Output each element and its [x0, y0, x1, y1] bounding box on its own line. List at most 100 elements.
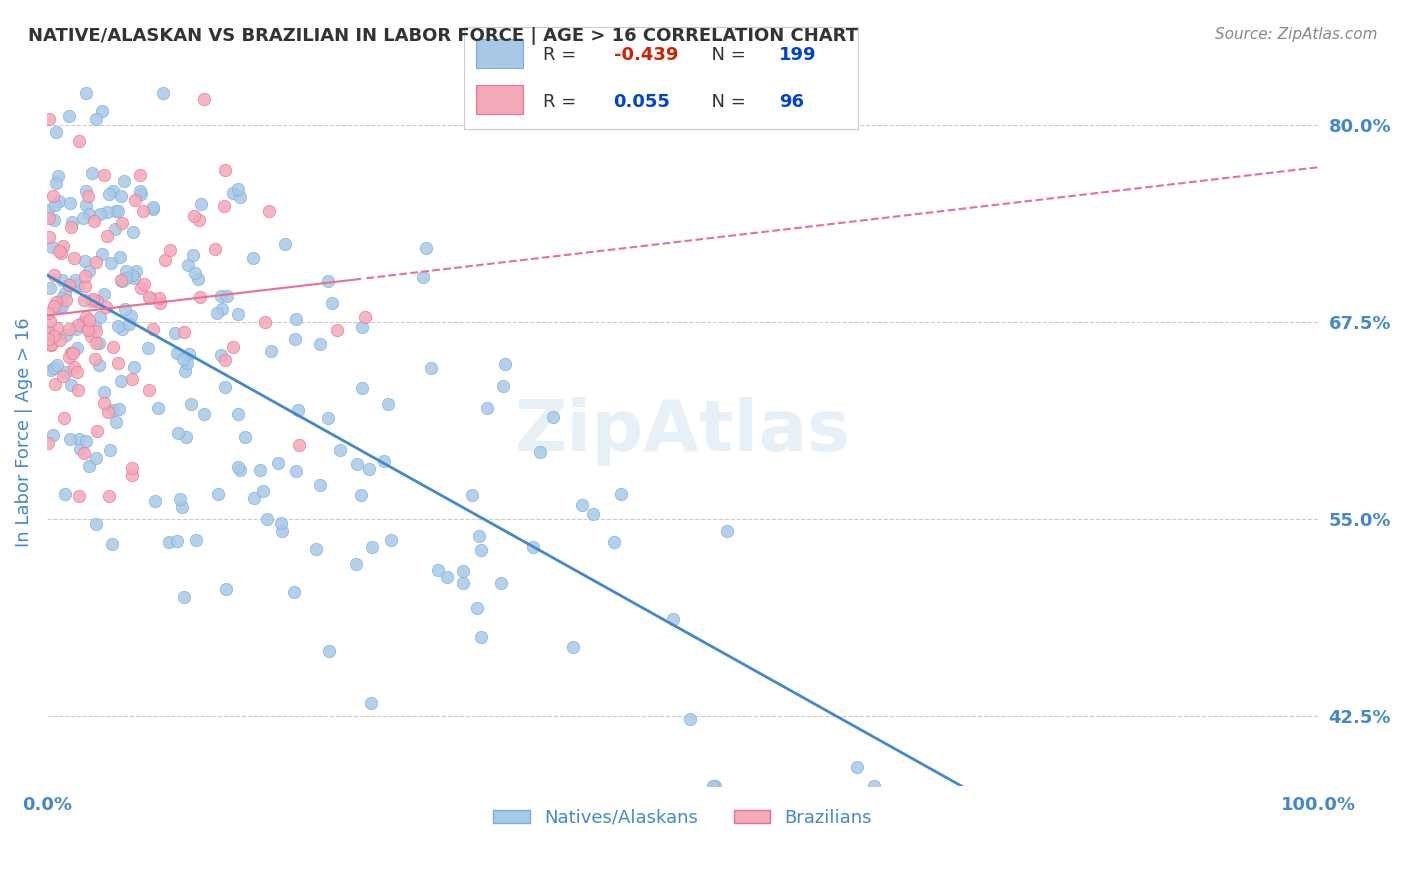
Natives/Alaskans — [87, 335, 110, 350]
Natives/Alaskans — [427, 563, 450, 577]
Natives/Alaskans — [165, 326, 187, 340]
Text: R =: R = — [543, 46, 582, 64]
Natives/Alaskans — [451, 575, 474, 590]
Natives/Alaskans — [93, 286, 115, 301]
Natives/Alaskans — [111, 274, 134, 288]
Brazilians — [52, 368, 75, 383]
Natives/Alaskans — [176, 430, 198, 444]
Natives/Alaskans — [582, 507, 605, 521]
Natives/Alaskans — [139, 291, 162, 305]
Natives/Alaskans — [118, 318, 141, 332]
Natives/Alaskans — [377, 397, 399, 411]
Text: -0.439: -0.439 — [613, 46, 678, 64]
Brazilians — [37, 436, 59, 450]
Natives/Alaskans — [107, 204, 129, 219]
Brazilians — [325, 323, 347, 337]
Natives/Alaskans — [90, 104, 112, 119]
Natives/Alaskans — [110, 189, 132, 203]
Natives/Alaskans — [226, 459, 249, 474]
Brazilians — [101, 340, 124, 354]
Natives/Alaskans — [107, 318, 129, 333]
Natives/Alaskans — [679, 712, 702, 726]
Brazilians — [173, 325, 195, 339]
Natives/Alaskans — [316, 411, 339, 425]
Brazilians — [353, 310, 375, 324]
Natives/Alaskans — [51, 273, 73, 287]
Natives/Alaskans — [167, 425, 190, 440]
Brazilians — [39, 336, 62, 351]
Natives/Alaskans — [522, 540, 544, 554]
Natives/Alaskans — [67, 278, 90, 293]
Natives/Alaskans — [46, 169, 69, 184]
Natives/Alaskans — [91, 247, 114, 261]
Brazilians — [110, 273, 132, 287]
Natives/Alaskans — [55, 365, 77, 379]
Natives/Alaskans — [215, 582, 238, 597]
Natives/Alaskans — [285, 464, 308, 478]
Natives/Alaskans — [37, 203, 59, 218]
Natives/Alaskans — [256, 511, 278, 525]
Natives/Alaskans — [229, 463, 252, 477]
Natives/Alaskans — [101, 402, 124, 417]
Natives/Alaskans — [284, 332, 307, 346]
Natives/Alaskans — [603, 535, 626, 549]
Brazilians — [59, 346, 82, 360]
Natives/Alaskans — [75, 197, 97, 211]
Brazilians — [121, 461, 143, 475]
Brazilians — [38, 112, 60, 127]
Brazilians — [121, 468, 143, 483]
Brazilians — [159, 244, 181, 258]
Natives/Alaskans — [214, 380, 236, 394]
Natives/Alaskans — [419, 361, 441, 376]
Text: ZipAtlas: ZipAtlas — [515, 398, 851, 467]
Natives/Alaskans — [562, 640, 585, 655]
Natives/Alaskans — [122, 225, 145, 239]
Natives/Alaskans — [304, 541, 326, 556]
Natives/Alaskans — [329, 442, 352, 457]
FancyBboxPatch shape — [475, 86, 523, 114]
Natives/Alaskans — [60, 377, 83, 392]
Natives/Alaskans — [845, 760, 868, 774]
Natives/Alaskans — [415, 241, 437, 255]
Brazilians — [80, 329, 103, 343]
Natives/Alaskans — [125, 263, 148, 277]
Brazilians — [84, 255, 107, 269]
Natives/Alaskans — [270, 524, 292, 538]
Brazilians — [73, 279, 96, 293]
Natives/Alaskans — [173, 364, 195, 378]
Brazilians — [183, 209, 205, 223]
Brazilians — [77, 322, 100, 336]
Brazilians — [75, 310, 97, 324]
Brazilians — [188, 289, 211, 303]
Natives/Alaskans — [101, 184, 124, 198]
Natives/Alaskans — [142, 202, 165, 216]
Natives/Alaskans — [59, 433, 82, 447]
Brazilians — [58, 350, 80, 364]
Natives/Alaskans — [48, 300, 70, 314]
Natives/Alaskans — [129, 187, 152, 202]
Natives/Alaskans — [166, 533, 188, 548]
Natives/Alaskans — [51, 292, 73, 306]
Text: N =: N = — [700, 46, 752, 64]
Natives/Alaskans — [79, 458, 101, 473]
Brazilians — [214, 162, 236, 177]
Natives/Alaskans — [67, 432, 90, 446]
Natives/Alaskans — [108, 401, 131, 416]
Natives/Alaskans — [346, 457, 368, 471]
Brazilians — [67, 134, 90, 148]
Natives/Alaskans — [308, 478, 330, 492]
Brazilians — [124, 194, 146, 208]
Natives/Alaskans — [69, 442, 91, 456]
Natives/Alaskans — [186, 533, 208, 547]
Natives/Alaskans — [60, 346, 83, 360]
Natives/Alaskans — [209, 348, 232, 362]
Natives/Alaskans — [350, 488, 373, 502]
Brazilians — [38, 211, 60, 225]
Brazilians — [73, 268, 96, 283]
Natives/Alaskans — [152, 86, 174, 100]
Natives/Alaskans — [187, 272, 209, 286]
Brazilians — [52, 411, 75, 425]
Brazilians — [107, 356, 129, 370]
Brazilians — [77, 189, 100, 203]
Natives/Alaskans — [65, 322, 87, 336]
